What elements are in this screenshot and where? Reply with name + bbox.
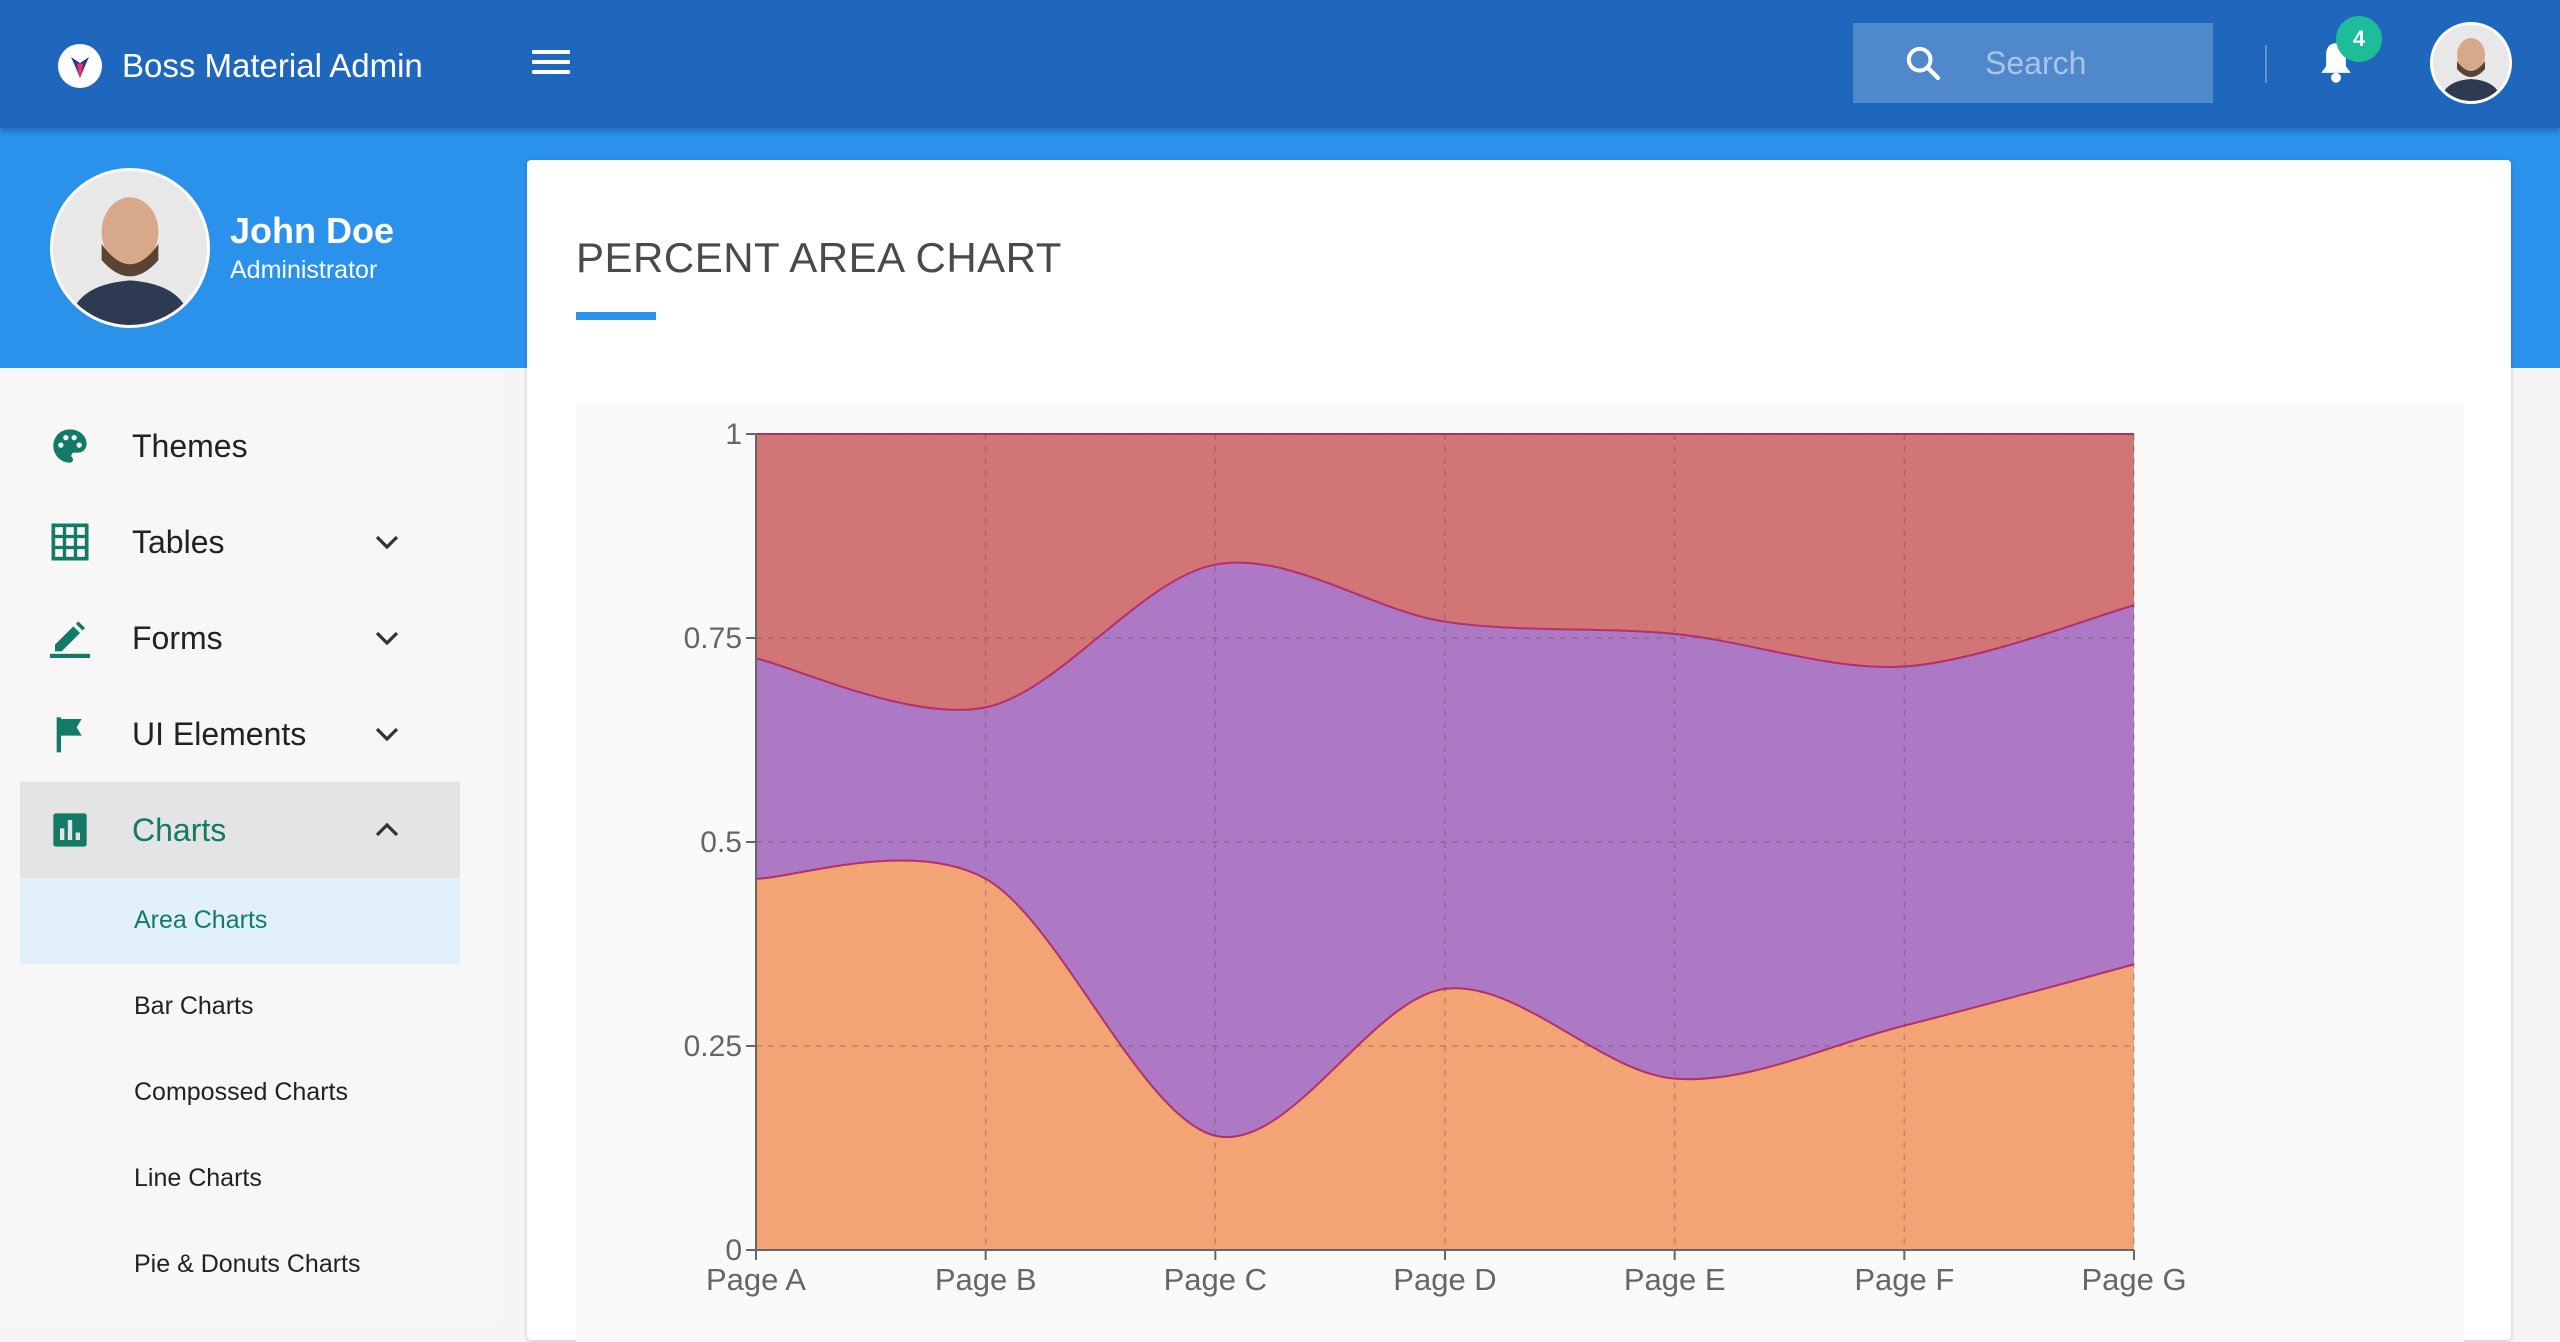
x-tick-label: Page G	[2081, 1262, 2186, 1297]
pencil-icon	[50, 621, 90, 658]
sidebar-item-label: Forms	[132, 619, 223, 656]
sidebar-subitem-label: Compossed Charts	[134, 1078, 348, 1106]
sidebar-nav: Themes Tables Forms UI Elements Charts A…	[20, 398, 460, 1308]
sidebar-subitem-area-charts[interactable]: Area Charts	[20, 878, 460, 964]
profile-name: John Doe	[230, 210, 395, 251]
bar-chart-icon	[53, 813, 87, 847]
profile-panel: John Doe Administrator	[0, 128, 500, 368]
y-tick-label: 1	[725, 418, 742, 451]
sidebar-item-label: UI Elements	[132, 715, 307, 752]
sidebar-item-tables[interactable]: Tables	[20, 494, 460, 590]
sidebar-subitem-label: Area Charts	[134, 906, 268, 934]
y-tick-label: 0.5	[700, 826, 742, 859]
grid-icon	[51, 523, 89, 561]
chart-card: PERCENT AREA CHART 0 0.25 0.5 0.75 1 Page A Pa…	[527, 160, 2511, 1342]
sidebar-item-themes[interactable]: Themes	[20, 398, 460, 494]
area-series-3	[756, 434, 2134, 710]
area-series-1	[756, 860, 2134, 1250]
user-avatar[interactable]	[2430, 22, 2512, 104]
sidebar-item-label: Themes	[132, 427, 248, 464]
chevron-down-icon	[375, 727, 399, 742]
y-tick-label: 0.75	[684, 622, 742, 655]
percent-area-chart: 0 0.25 0.5 0.75 1 Page A Page B Page C Page D Pag…	[684, 418, 2187, 1297]
sidebar-subitem-bar-charts[interactable]: Bar Charts	[20, 964, 460, 1050]
search-input[interactable]	[1985, 44, 2205, 82]
title-underline	[576, 312, 656, 320]
sidebar-item-label: Tables	[132, 523, 225, 560]
brand[interactable]: Boss Material Admin	[58, 44, 423, 88]
x-tick-label: Page A	[706, 1262, 806, 1297]
area-series-2	[756, 562, 2134, 1138]
y-tick-label: 0	[725, 1234, 742, 1267]
x-tick-label: Page D	[1393, 1262, 1496, 1297]
sidebar-item-label: Charts	[132, 811, 227, 848]
sidebar-item-forms[interactable]: Forms	[20, 590, 460, 686]
sidebar-subitem-pie-donut-charts[interactable]: Pie & Donuts Charts	[20, 1222, 460, 1308]
sidebar: John Doe Administrator Themes Tables For…	[0, 128, 500, 1326]
x-tick-label: Page C	[1164, 1262, 1267, 1297]
chevron-down-icon	[375, 535, 399, 550]
palette-icon	[53, 429, 87, 463]
sidebar-item-ui-elements[interactable]: UI Elements	[20, 686, 460, 782]
sidebar-subitem-composed-charts[interactable]: Compossed Charts	[20, 1050, 460, 1136]
notification-badge: 4	[2336, 16, 2382, 62]
page-title: PERCENT AREA CHART	[576, 234, 1062, 281]
search-icon	[1906, 46, 1941, 81]
series-line-1	[755, 859, 2135, 1139]
profile-role: Administrator	[230, 256, 378, 284]
sidebar-subitem-label: Bar Charts	[134, 992, 254, 1020]
series-line-2	[755, 561, 2135, 711]
x-tick-label: Page B	[935, 1262, 1037, 1297]
app-bar: Boss Material Admin 4	[0, 0, 2560, 128]
sidebar-subitem-label: Line Charts	[134, 1164, 262, 1192]
y-tick-label: 0.25	[684, 1030, 742, 1063]
profile-avatar[interactable]	[50, 168, 210, 328]
sidebar-subitem-line-charts[interactable]: Line Charts	[20, 1136, 460, 1222]
x-tick-label: Page F	[1854, 1262, 1954, 1297]
x-tick-label: Page E	[1624, 1262, 1726, 1297]
sidebar-item-charts[interactable]: Charts	[20, 782, 460, 878]
flag-icon	[56, 717, 82, 753]
sidebar-subitem-label: Pie & Donuts Charts	[134, 1250, 361, 1278]
hamburger-menu-icon[interactable]	[528, 44, 574, 84]
logo-icon	[58, 44, 102, 88]
chevron-down-icon	[375, 631, 399, 646]
app-title: Boss Material Admin	[122, 47, 423, 84]
chart-container: 0 0.25 0.5 0.75 1 Page A Page B Page C Page D Pag…	[576, 402, 2464, 1342]
chevron-up-icon	[375, 822, 399, 837]
divider	[2265, 45, 2267, 83]
search-box[interactable]	[1853, 23, 2213, 103]
